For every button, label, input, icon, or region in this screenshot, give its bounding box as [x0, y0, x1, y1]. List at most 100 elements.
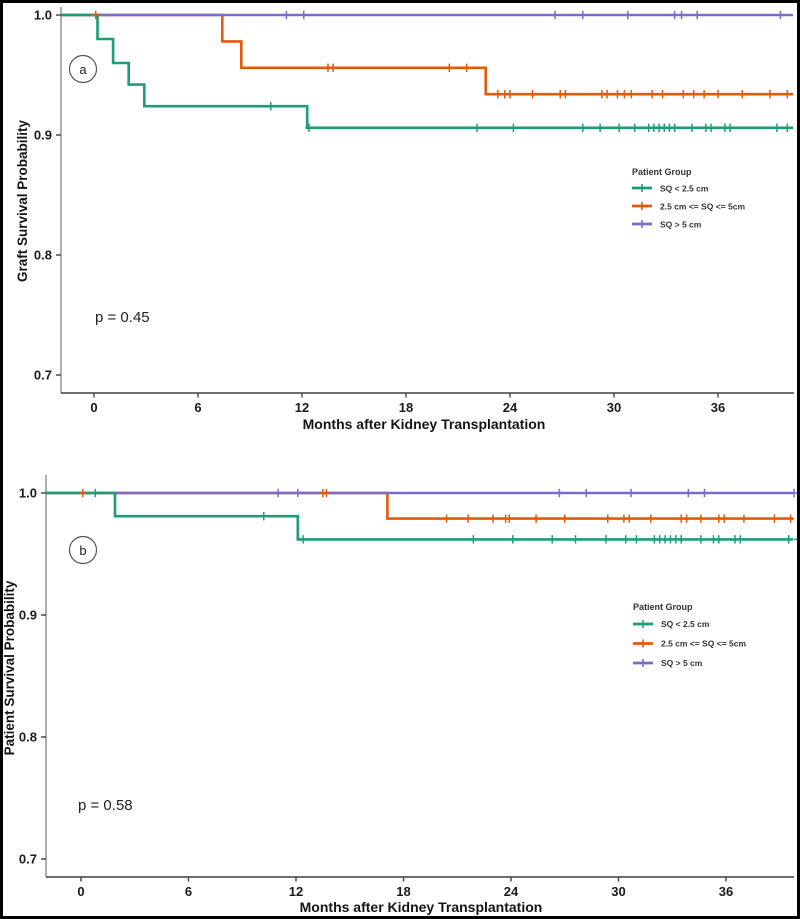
- censor-mark: [561, 90, 570, 99]
- censor-mark: [555, 488, 563, 498]
- censor-mark: [91, 488, 99, 498]
- y-tick-label: 0.8: [19, 730, 37, 745]
- panel-a-pvalue: p = 0.45: [95, 309, 150, 326]
- x-tick-label: 12: [289, 884, 303, 899]
- censor-mark: [714, 90, 722, 99]
- censor-mark: [738, 90, 746, 99]
- panel-a-legend-label-purple: SQ > 5 cm: [660, 220, 702, 230]
- panel-b-x-axis-title: Months after Kidney Transplantation: [300, 899, 543, 915]
- censor-mark: [794, 535, 797, 544]
- censor-mark: [579, 10, 587, 20]
- y-tick-label: 0.9: [19, 608, 37, 623]
- y-tick-label: 0.9: [34, 128, 52, 143]
- x-tick-label: 24: [503, 400, 518, 415]
- censor-mark: [463, 63, 471, 72]
- legend-key-series-0: [633, 620, 653, 628]
- km-curve-series-0: [46, 491, 793, 541]
- censor-mark: [783, 90, 791, 99]
- censor-mark: [282, 10, 290, 20]
- censor-group-series-2: [274, 488, 797, 498]
- censor-mark: [740, 514, 748, 523]
- panel-b-label-circle: [68, 535, 98, 565]
- x-tick-label: 36: [711, 400, 725, 415]
- censor-mark: [582, 488, 590, 498]
- censor-mark: [604, 514, 612, 523]
- x-tick-label: 0: [90, 400, 97, 415]
- censor-mark: [329, 63, 337, 72]
- censor-mark: [294, 488, 302, 498]
- survival-charts-svg: 1.00.90.80.70 6 12 18 24 30 36 1.00.90.80.70 6 1…: [3, 7, 797, 915]
- censor-mark: [528, 90, 537, 99]
- panel-a-legend-label-orange: 2.5 cm <= SQ <= 5cm: [660, 202, 746, 212]
- censor-mark: [603, 90, 611, 99]
- censor-mark: [766, 90, 774, 99]
- x-tick-label: 30: [611, 884, 625, 899]
- y-tick-label: 1.0: [34, 8, 52, 23]
- censor-mark: [442, 514, 451, 523]
- censor-mark: [92, 10, 100, 20]
- censor-mark: [300, 10, 308, 20]
- censor-mark: [671, 123, 679, 132]
- censor-mark: [620, 90, 628, 99]
- x-tick-label: 6: [185, 884, 192, 899]
- x-tick-label: 30: [607, 400, 621, 415]
- censor-mark: [648, 90, 656, 99]
- censor-mark: [684, 488, 692, 498]
- panel-b-plot: 1.0 0.9 0.8 0.7 0 6 12 18 24 30 36: [19, 475, 797, 899]
- y-tick-label: 0.8: [34, 248, 52, 263]
- censor-mark: [596, 123, 604, 132]
- censor-mark: [707, 123, 715, 132]
- censor-mark: [627, 90, 635, 99]
- censor-mark: [561, 514, 569, 523]
- censor-mark: [579, 123, 587, 132]
- panel-a-label-circle: [68, 54, 98, 84]
- panel-a-legend-label-green: SQ < 2.5 cm: [660, 184, 709, 194]
- censor-mark: [509, 535, 517, 544]
- panel-b-legend-label-orange: 2.5 cm <= SQ <= 5cm: [661, 639, 747, 649]
- legend-key-series-1: [633, 639, 653, 648]
- censor-mark: [720, 514, 728, 523]
- x-tick-label: 0: [77, 884, 84, 899]
- censor-mark: [783, 123, 791, 132]
- censor-mark: [627, 488, 635, 498]
- legend-key-series-2: [633, 659, 653, 667]
- censor-mark: [677, 535, 685, 544]
- panel-a-x-axis-title: Months after Kidney Transplantation: [303, 416, 546, 432]
- censor-mark: [473, 123, 481, 132]
- censor-mark: [790, 488, 797, 498]
- censor-mark: [647, 514, 655, 523]
- panel-b-legend-label-green: SQ < 2.5 cm: [661, 619, 710, 629]
- censor-mark: [671, 10, 679, 20]
- censor-mark: [700, 90, 708, 99]
- censor-group-series-0: [91, 488, 797, 544]
- x-tick-label: 18: [399, 400, 413, 415]
- panel-a-y-axis-title: Graft Survival Probability: [15, 119, 30, 282]
- censor-mark: [688, 123, 696, 132]
- censor-mark: [622, 535, 630, 544]
- panel-b-legend-title: Patient Group: [633, 602, 693, 612]
- censor-group-series-2: [282, 10, 784, 20]
- censor-mark: [786, 514, 795, 523]
- censor-mark: [631, 123, 639, 132]
- censor-mark: [613, 90, 622, 99]
- censor-mark: [494, 90, 502, 99]
- censor-mark: [469, 535, 477, 544]
- legend-key-series-0: [632, 184, 652, 192]
- censor-mark: [602, 535, 610, 544]
- censor-mark: [726, 123, 734, 132]
- censor-group-series-1: [79, 488, 795, 523]
- km-curve-series-0: [61, 13, 793, 130]
- panel-a-plot: 1.0 0.9 0.8 0.7 0 6 12 18 24 30 36: [34, 7, 794, 415]
- censor-mark: [679, 90, 687, 99]
- censor-mark: [773, 123, 781, 132]
- legend-key-series-2: [632, 220, 652, 228]
- censor-mark: [770, 514, 778, 523]
- y-tick-label: 1.0: [19, 486, 37, 501]
- y-tick-label: 0.7: [19, 852, 37, 867]
- censor-mark: [79, 488, 87, 498]
- panel-a-legend-title: Patient Group: [632, 167, 692, 177]
- censor-mark: [632, 535, 641, 544]
- censor-mark: [736, 535, 744, 544]
- panel-b-legend-label-purple: SQ > 5 cm: [661, 658, 703, 668]
